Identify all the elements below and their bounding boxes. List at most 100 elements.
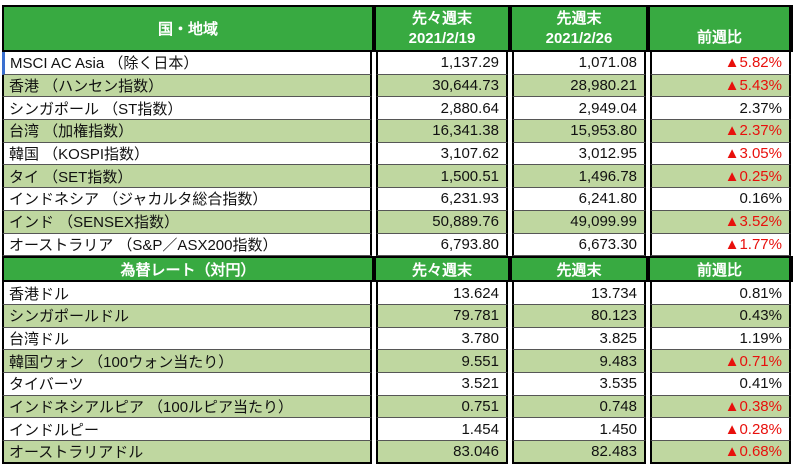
fx-prev2-week-label: 先々週末 xyxy=(411,261,472,279)
change-value-cell: ▲0.28% xyxy=(650,418,791,441)
table-row: タイバーツ 3.521 3.535 0.41% xyxy=(2,372,793,396)
prev-value-cell: 2,949.04 xyxy=(512,97,646,121)
row-label-cell: MSCI AC Asia （除く日本） xyxy=(2,52,372,75)
prev-value-cell: 0.748 xyxy=(512,395,646,419)
change-value: ▲5.43% xyxy=(724,77,782,95)
prev-value-cell: 80.123 xyxy=(512,304,646,328)
prev2-value-cell: 3,107.62 xyxy=(376,142,508,166)
table-row: 香港 （ハンセン指数） 30,644.73 28,980.21 ▲5.43% xyxy=(2,74,793,98)
change-value-cell: 2.37% xyxy=(650,97,791,121)
table-row: オーストラリアドル 83.046 82.483 ▲0.68% xyxy=(2,441,793,464)
change-value-cell: 0.81% xyxy=(650,282,791,305)
change-value: 0.43% xyxy=(739,307,782,325)
change-value: ▲0.25% xyxy=(724,167,782,185)
prev2-value: 16,341.38 xyxy=(432,122,499,140)
prev-value: 1,496.78 xyxy=(578,167,637,185)
row-label: オーストラリア （S&P／ASX200指数） xyxy=(9,236,278,254)
row-label: インドルピー xyxy=(9,421,100,439)
indices-header-region-label: 国・地域 xyxy=(157,21,218,38)
row-label-cell: オーストラリア （S&P／ASX200指数） xyxy=(2,233,372,257)
row-label: シンガポールドル xyxy=(9,308,130,326)
prev-value-cell: 13.734 xyxy=(512,282,646,305)
change-value-cell: ▲0.38% xyxy=(650,395,791,419)
prev2-value-cell: 3.780 xyxy=(376,327,508,351)
prev-week-date: 2021/2/26 xyxy=(545,29,613,47)
table-row: 香港ドル 13.624 13.734 0.81% xyxy=(2,282,793,305)
row-label-cell: タイバーツ xyxy=(2,372,372,396)
row-label-cell: 台湾ドル xyxy=(2,327,372,351)
prev2-value-cell: 1.454 xyxy=(376,418,508,441)
row-label-cell: 香港 （ハンセン指数） xyxy=(2,74,372,98)
prev2-value-cell: 30,644.73 xyxy=(376,74,508,98)
prev-value: 1,071.08 xyxy=(578,54,637,72)
prev-value: 49,099.99 xyxy=(570,213,637,231)
row-label: 香港ドル xyxy=(9,285,70,303)
table-row: インドネシア （ジャカルタ総合指数） 6,231.93 6,241.80 0.1… xyxy=(2,188,793,211)
prev2-value-cell: 0.751 xyxy=(376,395,508,419)
row-label-cell: インドネシアルピア （100ルピア当たり） xyxy=(2,395,372,419)
row-label: 韓国ウォン （100ウォン当たり） xyxy=(9,353,234,371)
prev-value-cell: 1,071.08 xyxy=(512,52,646,75)
row-label-cell: インド （SENSEX指数） xyxy=(2,210,372,234)
prev-value-cell: 3.825 xyxy=(512,327,646,351)
prev-value-cell: 15,953.80 xyxy=(512,120,646,143)
row-label: シンガポール （ST指数） xyxy=(9,100,183,118)
change-value-cell: ▲0.25% xyxy=(650,165,791,189)
prev-value: 3.535 xyxy=(599,375,637,393)
table-row: オーストラリア （S&P／ASX200指数） 6,793.80 6,673.30… xyxy=(2,233,793,257)
prev-value-cell: 9.483 xyxy=(512,350,646,373)
prev2-value: 13.624 xyxy=(453,284,499,302)
table-row: シンガポール （ST指数） 2,880.64 2,949.04 2.37% xyxy=(2,97,793,121)
prev2-value: 1.454 xyxy=(461,420,499,438)
prev2-value-cell: 83.046 xyxy=(376,441,508,464)
prev-value-cell: 3.535 xyxy=(512,372,646,396)
prev2-value-cell: 6,231.93 xyxy=(376,188,508,211)
change-value: 1.19% xyxy=(739,329,782,347)
prev2-value: 2,880.64 xyxy=(440,99,499,117)
change-value: ▲3.05% xyxy=(724,145,782,163)
change-value: ▲0.28% xyxy=(724,420,782,438)
prev-value: 82.483 xyxy=(591,442,637,460)
prev2-value-cell: 6,793.80 xyxy=(376,233,508,257)
prev-value-cell: 28,980.21 xyxy=(512,74,646,98)
prev2-value: 6,793.80 xyxy=(440,235,499,253)
prev-value-cell: 6,673.30 xyxy=(512,233,646,257)
change-value: 0.41% xyxy=(739,375,782,393)
indices-header-row: 国・地域 先々週末 2021/2/19 先週末 2021/2/26 前週比 xyxy=(2,5,793,52)
change-value: ▲1.77% xyxy=(724,235,782,253)
table-row: インドルピー 1.454 1.450 ▲0.28% xyxy=(2,418,793,441)
table-row: インドネシアルピア （100ルピア当たり） 0.751 0.748 ▲0.38% xyxy=(2,395,793,419)
change-value-cell: ▲5.43% xyxy=(650,74,791,98)
prev-value: 1.450 xyxy=(599,420,637,438)
prev-value: 3,012.95 xyxy=(578,145,637,163)
prev2-value: 79.781 xyxy=(453,307,499,325)
change-value: ▲5.82% xyxy=(724,54,782,72)
prev2-value: 30,644.73 xyxy=(432,77,499,95)
row-label-cell: 韓国 （KOSPI指数） xyxy=(2,142,372,166)
prev-value: 3.825 xyxy=(599,329,637,347)
row-label: オーストラリアドル xyxy=(9,443,144,461)
row-label-cell: シンガポールドル xyxy=(2,304,372,328)
change-value: ▲0.68% xyxy=(724,442,782,460)
fx-header-prev2: 先々週末 xyxy=(376,256,508,283)
change-value-cell: 1.19% xyxy=(650,327,791,351)
change-value-cell: ▲3.52% xyxy=(650,210,791,234)
fx-header-change: 前週比 xyxy=(650,256,791,283)
prev2-value-cell: 1,500.51 xyxy=(376,165,508,189)
change-value: 0.81% xyxy=(739,284,782,302)
fx-header-prev: 先週末 xyxy=(512,256,646,283)
row-label: タイ （SET指数） xyxy=(9,168,133,186)
indices-header-change: 前週比 xyxy=(650,5,791,52)
row-label: 台湾ドル xyxy=(9,330,70,348)
fx-rows: 香港ドル 13.624 13.734 0.81% シンガポールドル 79.781… xyxy=(2,282,793,464)
prev-value-cell: 82.483 xyxy=(512,441,646,464)
change-value-cell: 0.16% xyxy=(650,188,791,211)
table-row: 台湾 （加権指数） 16,341.38 15,953.80 ▲2.37% xyxy=(2,120,793,143)
fx-change-label: 前週比 xyxy=(696,261,742,279)
prev-value: 13.734 xyxy=(591,284,637,302)
row-label-cell: シンガポール （ST指数） xyxy=(2,97,372,121)
change-value: ▲0.38% xyxy=(724,397,782,415)
prev2-value: 83.046 xyxy=(453,442,499,460)
prev2-value-cell: 2,880.64 xyxy=(376,97,508,121)
table-row: 韓国ウォン （100ウォン当たり） 9.551 9.483 ▲0.71% xyxy=(2,350,793,373)
